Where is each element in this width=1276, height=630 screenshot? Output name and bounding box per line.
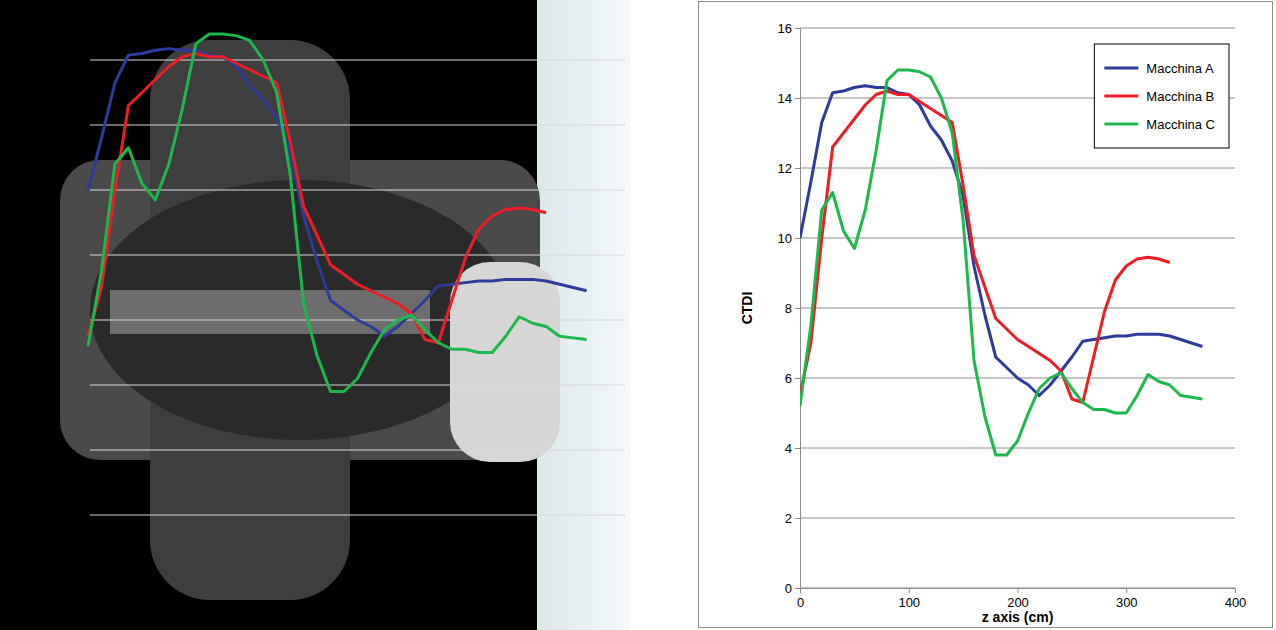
x-tick: 400 <box>1225 588 1247 610</box>
scout-profile-line <box>88 34 587 392</box>
y-tick-label: 4 <box>785 441 792 456</box>
legend-swatch <box>1104 123 1138 126</box>
legend-label: Macchina B <box>1146 89 1214 104</box>
x-tick: 300 <box>1116 588 1138 610</box>
scout-grid-line <box>90 385 625 386</box>
y-tick-label: 8 <box>785 301 792 316</box>
grid-line <box>800 168 1235 169</box>
y-tick-mark <box>795 588 800 589</box>
y-axis: 0 2 4 6 8 10 12 14 16 <box>778 21 801 596</box>
y-axis-line <box>795 29 801 589</box>
y-tick-mark <box>795 168 800 169</box>
scout-panel <box>0 0 630 630</box>
grid-line <box>800 28 1235 29</box>
x-tick-label: 200 <box>1007 595 1029 610</box>
x-tick: 200 <box>1007 588 1029 610</box>
y-tick: 0 <box>785 581 800 596</box>
scout-profile-line <box>88 49 587 337</box>
grid-line <box>800 308 1235 309</box>
x-axis-title: z axis (cm) <box>982 609 1054 625</box>
legend-label: Macchina C <box>1146 117 1215 132</box>
head-silhouette <box>450 262 560 462</box>
legend-label: Macchina A <box>1146 61 1214 76</box>
y-tick-mark <box>795 98 800 99</box>
x-tick-label: 100 <box>898 595 920 610</box>
y-tick-mark <box>795 308 800 309</box>
x-tick-mark <box>1126 588 1127 593</box>
y-tick: 16 <box>778 21 800 36</box>
scout-lines <box>88 34 587 392</box>
grid <box>800 28 1235 588</box>
x-tick: 100 <box>898 588 920 610</box>
x-axis: 0 100 200 300 400 <box>797 588 1246 610</box>
y-axis-title: CTDI <box>739 292 755 325</box>
y-tick-label: 0 <box>785 581 792 596</box>
scout-grid-line <box>90 125 625 126</box>
y-tick-mark <box>795 518 800 519</box>
x-tick-mark <box>1235 588 1236 593</box>
y-tick: 10 <box>778 231 800 246</box>
chart-frame <box>699 2 1273 628</box>
x-tick: 0 <box>797 588 804 610</box>
y-tick-label: 2 <box>785 511 792 526</box>
y-tick-mark <box>795 448 800 449</box>
scout-grid-line <box>90 450 625 451</box>
y-tick-mark <box>795 238 800 239</box>
grid-line <box>800 238 1235 239</box>
y-tick: 6 <box>785 371 800 386</box>
x-axis-line <box>801 589 1236 594</box>
y-tick: 8 <box>785 301 800 316</box>
grid-line <box>800 518 1235 519</box>
y-tick-label: 16 <box>778 21 792 36</box>
x-tick-label: 0 <box>797 595 804 610</box>
y-tick-label: 12 <box>778 161 792 176</box>
grid-line <box>800 448 1235 449</box>
scout-grid-line <box>90 60 625 61</box>
legend-box <box>1094 44 1229 148</box>
x-tick-label: 300 <box>1116 595 1138 610</box>
thorax <box>90 180 510 440</box>
y-tick-label: 10 <box>778 231 792 246</box>
scout-grid-line <box>90 190 625 191</box>
y-tick: 4 <box>785 441 800 456</box>
x-tick-mark <box>909 588 910 593</box>
figure: 0 100 200 300 400 0 2 4 6 8 10 12 14 16 z axis (cm) CTD… <box>0 0 1276 630</box>
scout-grid-line <box>90 255 625 256</box>
legend-swatch <box>1104 95 1138 98</box>
y-tick: 12 <box>778 161 800 176</box>
scout-grid-line <box>90 515 625 516</box>
y-tick-mark <box>795 28 800 29</box>
y-tick-label: 14 <box>778 91 792 106</box>
x-tick-label: 400 <box>1225 595 1247 610</box>
legend: Macchina A Macchina B Macchina C <box>1094 44 1229 148</box>
y-tick-label: 6 <box>785 371 792 386</box>
y-tick: 14 <box>778 91 800 106</box>
legend-swatch <box>1104 67 1138 70</box>
y-tick-mark <box>795 378 800 379</box>
y-tick: 2 <box>785 511 800 526</box>
x-tick-mark <box>1018 588 1019 593</box>
